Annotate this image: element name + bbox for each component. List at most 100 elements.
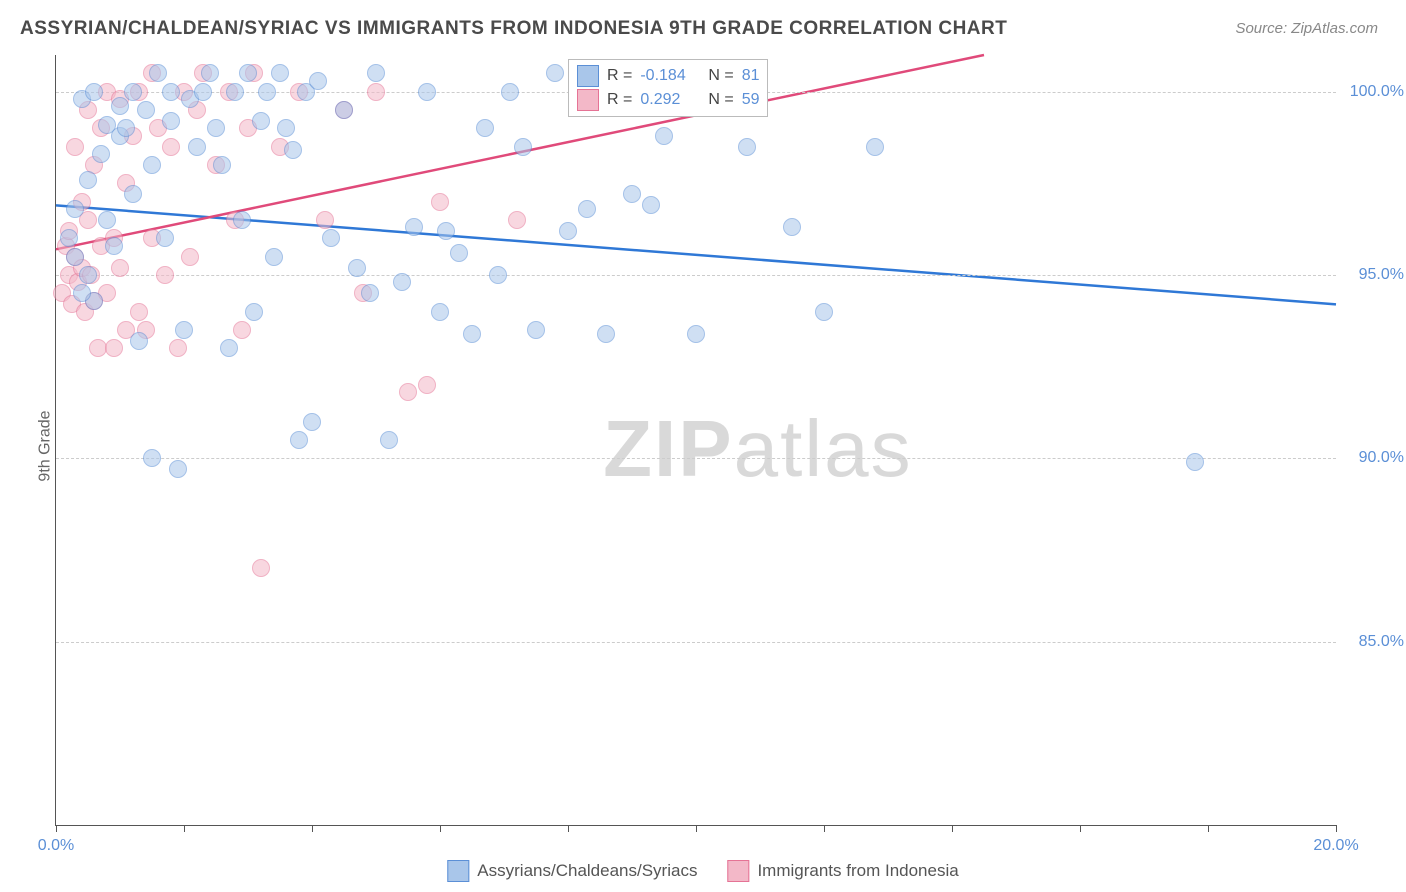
scatter-point xyxy=(73,284,91,302)
gridline xyxy=(56,275,1336,276)
gridline xyxy=(56,642,1336,643)
scatter-point xyxy=(463,325,481,343)
x-tick xyxy=(1336,825,1337,832)
scatter-point xyxy=(105,237,123,255)
scatter-point xyxy=(335,101,353,119)
scatter-point xyxy=(866,138,884,156)
scatter-point xyxy=(79,171,97,189)
y-tick-label: 85.0% xyxy=(1359,633,1404,651)
scatter-point xyxy=(252,559,270,577)
scatter-point xyxy=(213,156,231,174)
legend-top-row: R =-0.184N =81 xyxy=(577,64,759,88)
scatter-point xyxy=(642,196,660,214)
scatter-point xyxy=(66,200,84,218)
scatter-point xyxy=(137,101,155,119)
scatter-point xyxy=(226,83,244,101)
chart-title: ASSYRIAN/CHALDEAN/SYRIAC VS IMMIGRANTS F… xyxy=(20,18,1007,40)
scatter-point xyxy=(437,222,455,240)
legend-top-row: R =0.292N =59 xyxy=(577,88,759,112)
scatter-point xyxy=(156,266,174,284)
legend-n-value: 59 xyxy=(742,91,760,109)
legend-r-value: -0.184 xyxy=(640,67,700,85)
scatter-point xyxy=(233,321,251,339)
scatter-point xyxy=(143,449,161,467)
scatter-point xyxy=(290,431,308,449)
scatter-point xyxy=(418,376,436,394)
x-tick xyxy=(1080,825,1081,832)
legend-swatch xyxy=(577,89,599,111)
scatter-point xyxy=(169,339,187,357)
legend-r-label: R = xyxy=(607,67,632,85)
scatter-point xyxy=(149,64,167,82)
scatter-point xyxy=(98,211,116,229)
scatter-point xyxy=(399,383,417,401)
legend-swatch xyxy=(727,860,749,882)
trend-lines-layer xyxy=(56,55,1336,825)
scatter-point xyxy=(431,193,449,211)
scatter-point xyxy=(201,64,219,82)
x-tick xyxy=(56,825,57,832)
scatter-point xyxy=(309,72,327,90)
x-tick xyxy=(440,825,441,832)
y-tick-label: 90.0% xyxy=(1359,449,1404,467)
legend-bottom: Assyrians/Chaldeans/Syriacs Immigrants fr… xyxy=(447,860,958,882)
x-tick xyxy=(568,825,569,832)
scatter-point xyxy=(220,339,238,357)
scatter-point xyxy=(258,83,276,101)
scatter-point xyxy=(1186,453,1204,471)
scatter-point xyxy=(271,64,289,82)
x-tick xyxy=(312,825,313,832)
scatter-point xyxy=(156,229,174,247)
y-tick-label: 100.0% xyxy=(1350,83,1404,101)
scatter-point xyxy=(130,303,148,321)
scatter-point xyxy=(393,273,411,291)
watermark-light: atlas xyxy=(734,404,913,493)
gridline xyxy=(56,458,1336,459)
scatter-point xyxy=(85,83,103,101)
x-tick xyxy=(824,825,825,832)
scatter-point xyxy=(124,185,142,203)
scatter-point xyxy=(188,138,206,156)
scatter-point xyxy=(233,211,251,229)
scatter-point xyxy=(738,138,756,156)
scatter-point xyxy=(162,83,180,101)
scatter-point xyxy=(367,64,385,82)
x-tick-label: 0.0% xyxy=(38,837,74,855)
legend-label: Immigrants from Indonesia xyxy=(757,861,958,881)
scatter-point xyxy=(431,303,449,321)
scatter-point xyxy=(655,127,673,145)
scatter-point xyxy=(687,325,705,343)
scatter-point xyxy=(316,211,334,229)
scatter-point xyxy=(508,211,526,229)
legend-n-value: 81 xyxy=(742,67,760,85)
scatter-point xyxy=(501,83,519,101)
scatter-point xyxy=(252,112,270,130)
scatter-point xyxy=(111,259,129,277)
source-label: Source: ZipAtlas.com xyxy=(1235,20,1378,37)
scatter-point xyxy=(66,248,84,266)
scatter-point xyxy=(450,244,468,262)
chart-plot-area: ZIPatlas 85.0%90.0%95.0%100.0%0.0%20.0%R… xyxy=(55,55,1336,826)
y-tick-label: 95.0% xyxy=(1359,266,1404,284)
legend-swatch xyxy=(447,860,469,882)
scatter-point xyxy=(105,339,123,357)
scatter-point xyxy=(578,200,596,218)
scatter-point xyxy=(60,229,78,247)
scatter-point xyxy=(162,138,180,156)
scatter-point xyxy=(348,259,366,277)
legend-bottom-item: Assyrians/Chaldeans/Syriacs xyxy=(447,860,697,882)
scatter-point xyxy=(130,332,148,350)
scatter-point xyxy=(181,248,199,266)
legend-r-value: 0.292 xyxy=(640,91,700,109)
x-tick xyxy=(184,825,185,832)
scatter-point xyxy=(277,119,295,137)
legend-r-label: R = xyxy=(607,91,632,109)
scatter-point xyxy=(418,83,436,101)
scatter-point xyxy=(367,83,385,101)
scatter-point xyxy=(111,97,129,115)
legend-label: Assyrians/Chaldeans/Syriacs xyxy=(477,861,697,881)
scatter-point xyxy=(322,229,340,247)
watermark-bold: ZIP xyxy=(603,404,733,493)
scatter-point xyxy=(92,145,110,163)
scatter-point xyxy=(489,266,507,284)
